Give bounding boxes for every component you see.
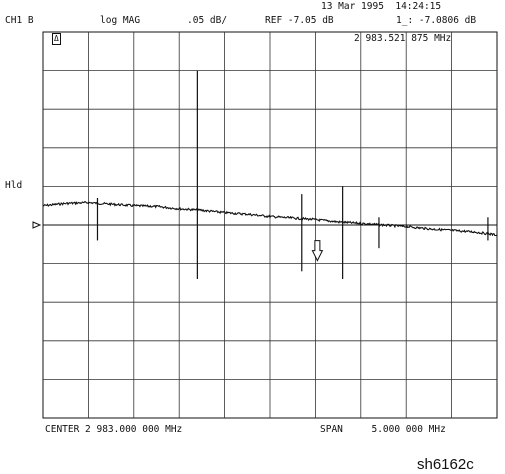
chart-marks [312,241,322,261]
span-frequency: SPAN 5.000 000 MHz [320,424,446,435]
figure-id: sh6162c [417,456,474,473]
reference-pointer-icon [33,222,40,228]
marker-arrow-icon [312,241,322,261]
chart-grid [33,32,497,418]
center-frequency: CENTER 2 983.000 000 MHz [45,424,182,435]
